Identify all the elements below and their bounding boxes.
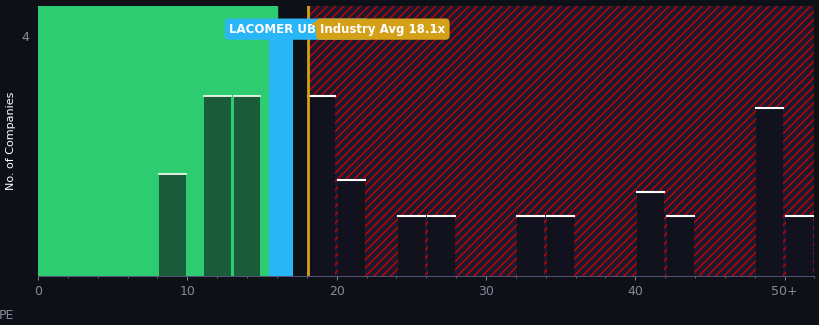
Bar: [203, 96, 230, 277]
Y-axis label: No. of Companies: No. of Companies: [6, 92, 16, 190]
Bar: [636, 192, 663, 277]
Bar: [233, 96, 260, 277]
Bar: [517, 216, 544, 277]
Bar: [755, 108, 782, 277]
Bar: [159, 174, 186, 277]
Text: LACOMER UBC 16.3x: LACOMER UBC 16.3x: [229, 23, 365, 36]
Bar: [785, 216, 812, 277]
Bar: [308, 96, 335, 277]
Text: PE: PE: [0, 309, 15, 322]
Bar: [397, 216, 424, 277]
Bar: [337, 180, 364, 277]
Bar: [428, 216, 454, 277]
Bar: [269, 24, 293, 277]
Bar: [308, 6, 813, 277]
Bar: [546, 216, 573, 277]
Text: Industry Avg 18.1x: Industry Avg 18.1x: [312, 22, 445, 36]
Bar: [308, 6, 813, 277]
Bar: [666, 216, 693, 277]
